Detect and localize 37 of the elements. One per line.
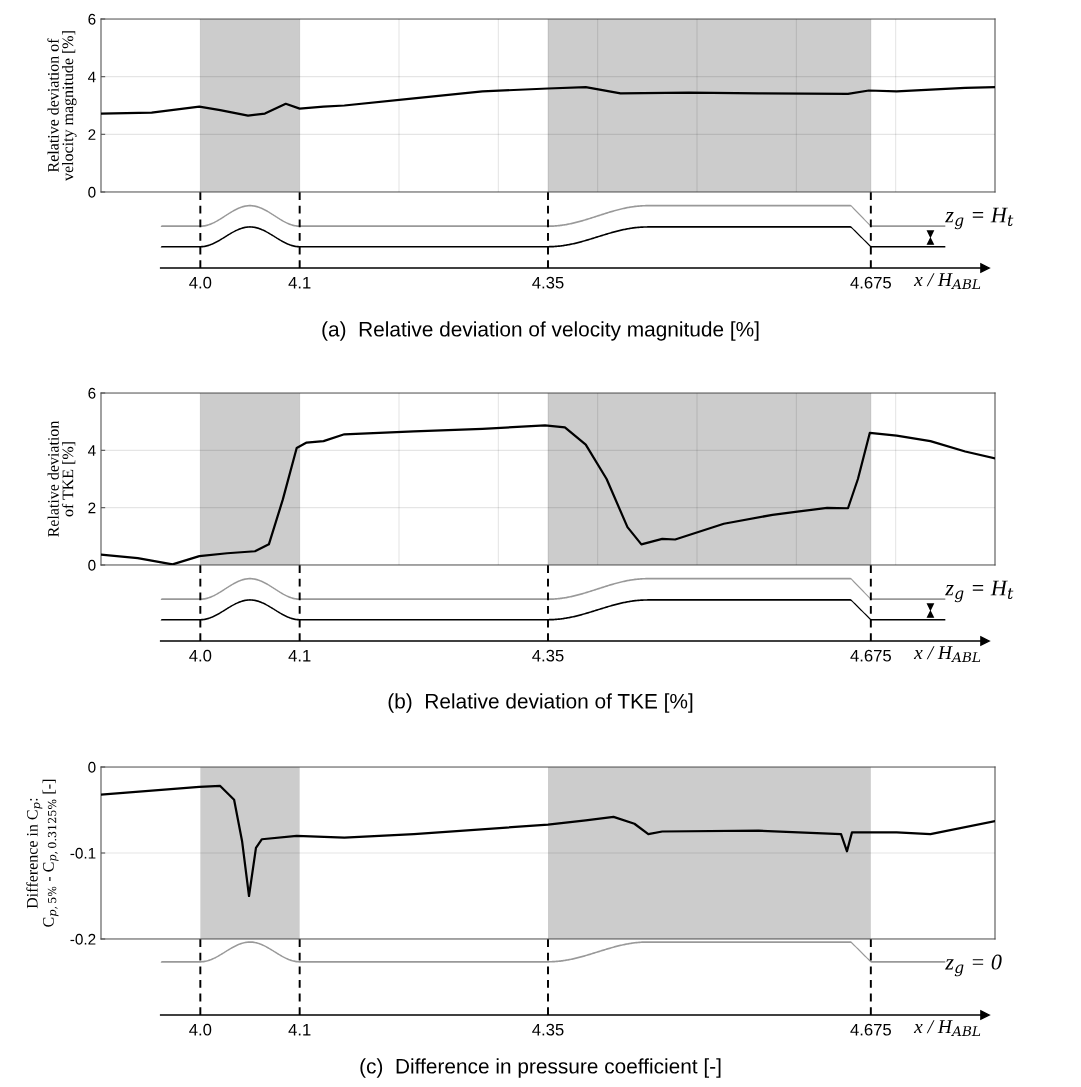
x-axis-title: x / H$_{ABL}$ — [913, 273, 981, 290]
x-tick-label: 4.1 — [288, 276, 311, 289]
x-axis-title: x / H$_{ABL}$ — [913, 1020, 981, 1037]
y-tick-label: 6 — [88, 13, 96, 25]
y-tick-label: 6 — [88, 387, 96, 399]
x-tick-label: 4.1 — [288, 1023, 311, 1036]
y-tick-label: -0.2 — [70, 933, 96, 945]
y-tick-label: 4 — [87, 71, 96, 83]
x-tick-label: 4.35 — [532, 276, 564, 289]
y-tick-label: 0 — [88, 559, 96, 571]
x-tick-label: 4.675 — [850, 276, 891, 289]
text: z$_{g}$ = H$_{t}$ — [945, 580, 1014, 603]
line-series — [101, 784, 995, 898]
y-axis-title: Relative deviation of velocity magnitude [%] — [47, 31, 77, 181]
text: z$_{g}$ = 0 — [945, 954, 1002, 977]
text: Difference in C$_{p}$: C$_{p,5%}$ - C$_{p,0.3125%}$ [-] — [26, 779, 59, 927]
x-tick-label: 4.0 — [189, 1023, 212, 1036]
x-tick-label: 4.35 — [532, 649, 564, 662]
text: (b) Relative deviation of TKE [%] — [388, 693, 693, 713]
x-tick-label: 4.0 — [189, 276, 212, 289]
text: z$_{g}$ = H$_{t}$ — [945, 207, 1014, 230]
text: (a) Relative deviation of velocity magnitude [%] — [322, 321, 759, 341]
x-tick-label: 4.35 — [532, 1023, 564, 1036]
x-axis-title: x / H$_{ABL}$ — [913, 646, 981, 663]
y-tick-label: -0.1 — [70, 847, 96, 859]
x-tick-label: 4.675 — [850, 649, 891, 662]
text: (c) Difference in pressure coefficient [-] — [360, 1058, 721, 1078]
x-tick-label: 4.1 — [288, 649, 311, 662]
y-tick-label: 0 — [88, 186, 96, 198]
y-tick-label: 2 — [88, 129, 96, 140]
y-tick-label: 2 — [88, 502, 96, 514]
y-tick-label: 4 — [87, 445, 96, 456]
y-tick-label: 0 — [88, 761, 96, 773]
x-tick-label: 4.675 — [850, 1023, 891, 1036]
line-series — [101, 85, 995, 117]
x-tick-label: 4.0 — [189, 649, 212, 662]
y-axis-title: Relative deviation of TKE [%] — [47, 420, 76, 537]
